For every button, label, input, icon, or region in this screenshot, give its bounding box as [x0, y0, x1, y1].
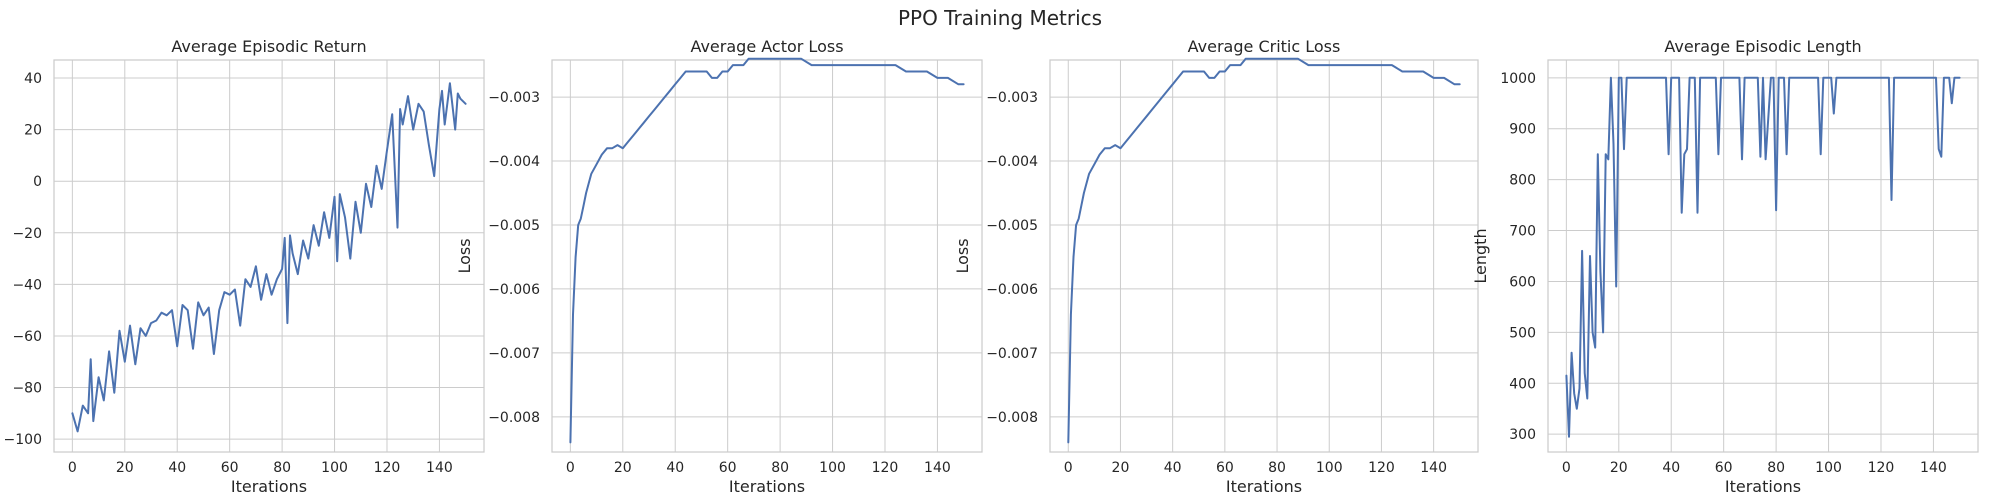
y-tick-label: −20	[12, 226, 42, 242]
x-tick-label: 120	[374, 460, 401, 476]
y-tick-label: 800	[1509, 173, 1536, 189]
y-tick-label: −0.008	[986, 410, 1038, 426]
y-tick-label: 500	[1509, 325, 1536, 341]
y-tick-label: −0.006	[986, 282, 1038, 298]
chart-panel-4: 0 20 40 60 80 100 120 140 300 400 500 600 700 800 900 1…	[1471, 37, 1978, 496]
chart-title: Average Episodic Return	[171, 37, 366, 56]
x-tick-label: 120	[1368, 460, 1395, 476]
x-axis-label: Iterations	[1725, 477, 1801, 496]
y-tick-label: −0.004	[986, 154, 1038, 170]
x-tick-label: 0	[566, 460, 575, 476]
x-tick-label: 20	[614, 460, 632, 476]
y-tick-label: 40	[24, 71, 42, 87]
y-axis-label: Loss	[953, 238, 972, 273]
x-tick-label: 140	[1420, 460, 1447, 476]
y-tick-label: −0.008	[488, 410, 540, 426]
y-tick-label: −0.007	[488, 346, 540, 362]
chart-panel-1: 0 20 40 60 80 100 120 140 −100 −80 −60 −40 −20 0 20 40 A…	[4, 37, 484, 496]
y-tick-label: −40	[12, 277, 42, 293]
x-tick-label: 100	[321, 460, 348, 476]
y-axis-label: Length	[1471, 228, 1490, 283]
y-tick-label: −0.003	[488, 90, 540, 106]
y-tick-label: −60	[12, 329, 42, 345]
plot-area	[552, 60, 982, 452]
y-tick-label: 300	[1509, 427, 1536, 443]
x-tick-label: 120	[872, 460, 899, 476]
x-tick-label: 60	[719, 460, 737, 476]
y-tick-label: −0.004	[488, 154, 540, 170]
x-tick-label: 0	[68, 460, 77, 476]
x-tick-label: 40	[1662, 460, 1680, 476]
x-tick-label: 60	[1216, 460, 1234, 476]
chart-title: Average Critic Loss	[1188, 37, 1341, 56]
x-tick-label: 20	[1610, 460, 1628, 476]
x-tick-label: 0	[1064, 460, 1073, 476]
y-tick-label: 0	[33, 174, 42, 190]
plot-area	[1050, 60, 1478, 452]
y-tick-label: −0.003	[986, 90, 1038, 106]
x-tick-label: 140	[426, 460, 453, 476]
y-tick-label: −100	[4, 432, 42, 448]
x-tick-label: 80	[273, 460, 291, 476]
plot-area	[54, 60, 484, 452]
y-tick-label: −0.005	[488, 218, 540, 234]
x-tick-label: 60	[1715, 460, 1733, 476]
x-axis-label: Iterations	[231, 477, 307, 496]
x-axis-label: Iterations	[1226, 477, 1302, 496]
x-tick-label: 80	[771, 460, 789, 476]
chart-panel-3: 0 20 40 60 80 100 120 140 −0.008 −0.007 −0.006 −0.0…	[953, 37, 1478, 496]
chart-title: Average Episodic Length	[1664, 37, 1861, 56]
y-tick-label: −80	[12, 381, 42, 397]
x-tick-label: 40	[168, 460, 186, 476]
chart-panels: 0 20 40 60 80 100 120 140 −100 −80 −60 −40 −20 0 20 40 A…	[4, 37, 1978, 496]
x-tick-label: 100	[819, 460, 846, 476]
x-tick-label: 100	[1815, 460, 1842, 476]
x-axis-label: Iterations	[729, 477, 805, 496]
x-tick-label: 20	[116, 460, 134, 476]
x-tick-label: 120	[1868, 460, 1895, 476]
y-tick-label: 700	[1509, 224, 1536, 240]
y-tick-label: −0.006	[488, 282, 540, 298]
x-tick-label: 40	[666, 460, 684, 476]
x-tick-label: 80	[1268, 460, 1286, 476]
y-tick-label: −0.007	[986, 346, 1038, 362]
chart-panel-2: 0 20 40 60 80 100 120 140 −0.008 −0.007 −0.006 −0.0…	[455, 37, 982, 496]
x-tick-label: 80	[1767, 460, 1785, 476]
x-tick-label: 60	[221, 460, 239, 476]
y-axis-label: Loss	[455, 238, 474, 273]
y-tick-label: 600	[1509, 274, 1536, 290]
x-tick-label: 140	[1920, 460, 1947, 476]
y-tick-label: 400	[1509, 376, 1536, 392]
x-tick-label: 140	[924, 460, 951, 476]
x-tick-label: 40	[1164, 460, 1182, 476]
y-tick-label: 1000	[1500, 71, 1536, 87]
y-tick-label: 900	[1509, 122, 1536, 138]
y-tick-label: −0.005	[986, 218, 1038, 234]
y-tick-label: 20	[24, 123, 42, 139]
x-tick-label: 0	[1562, 460, 1571, 476]
x-tick-label: 100	[1316, 460, 1343, 476]
chart-title: Average Actor Loss	[690, 37, 843, 56]
figure-title: PPO Training Metrics	[898, 6, 1102, 30]
x-tick-label: 20	[1112, 460, 1130, 476]
